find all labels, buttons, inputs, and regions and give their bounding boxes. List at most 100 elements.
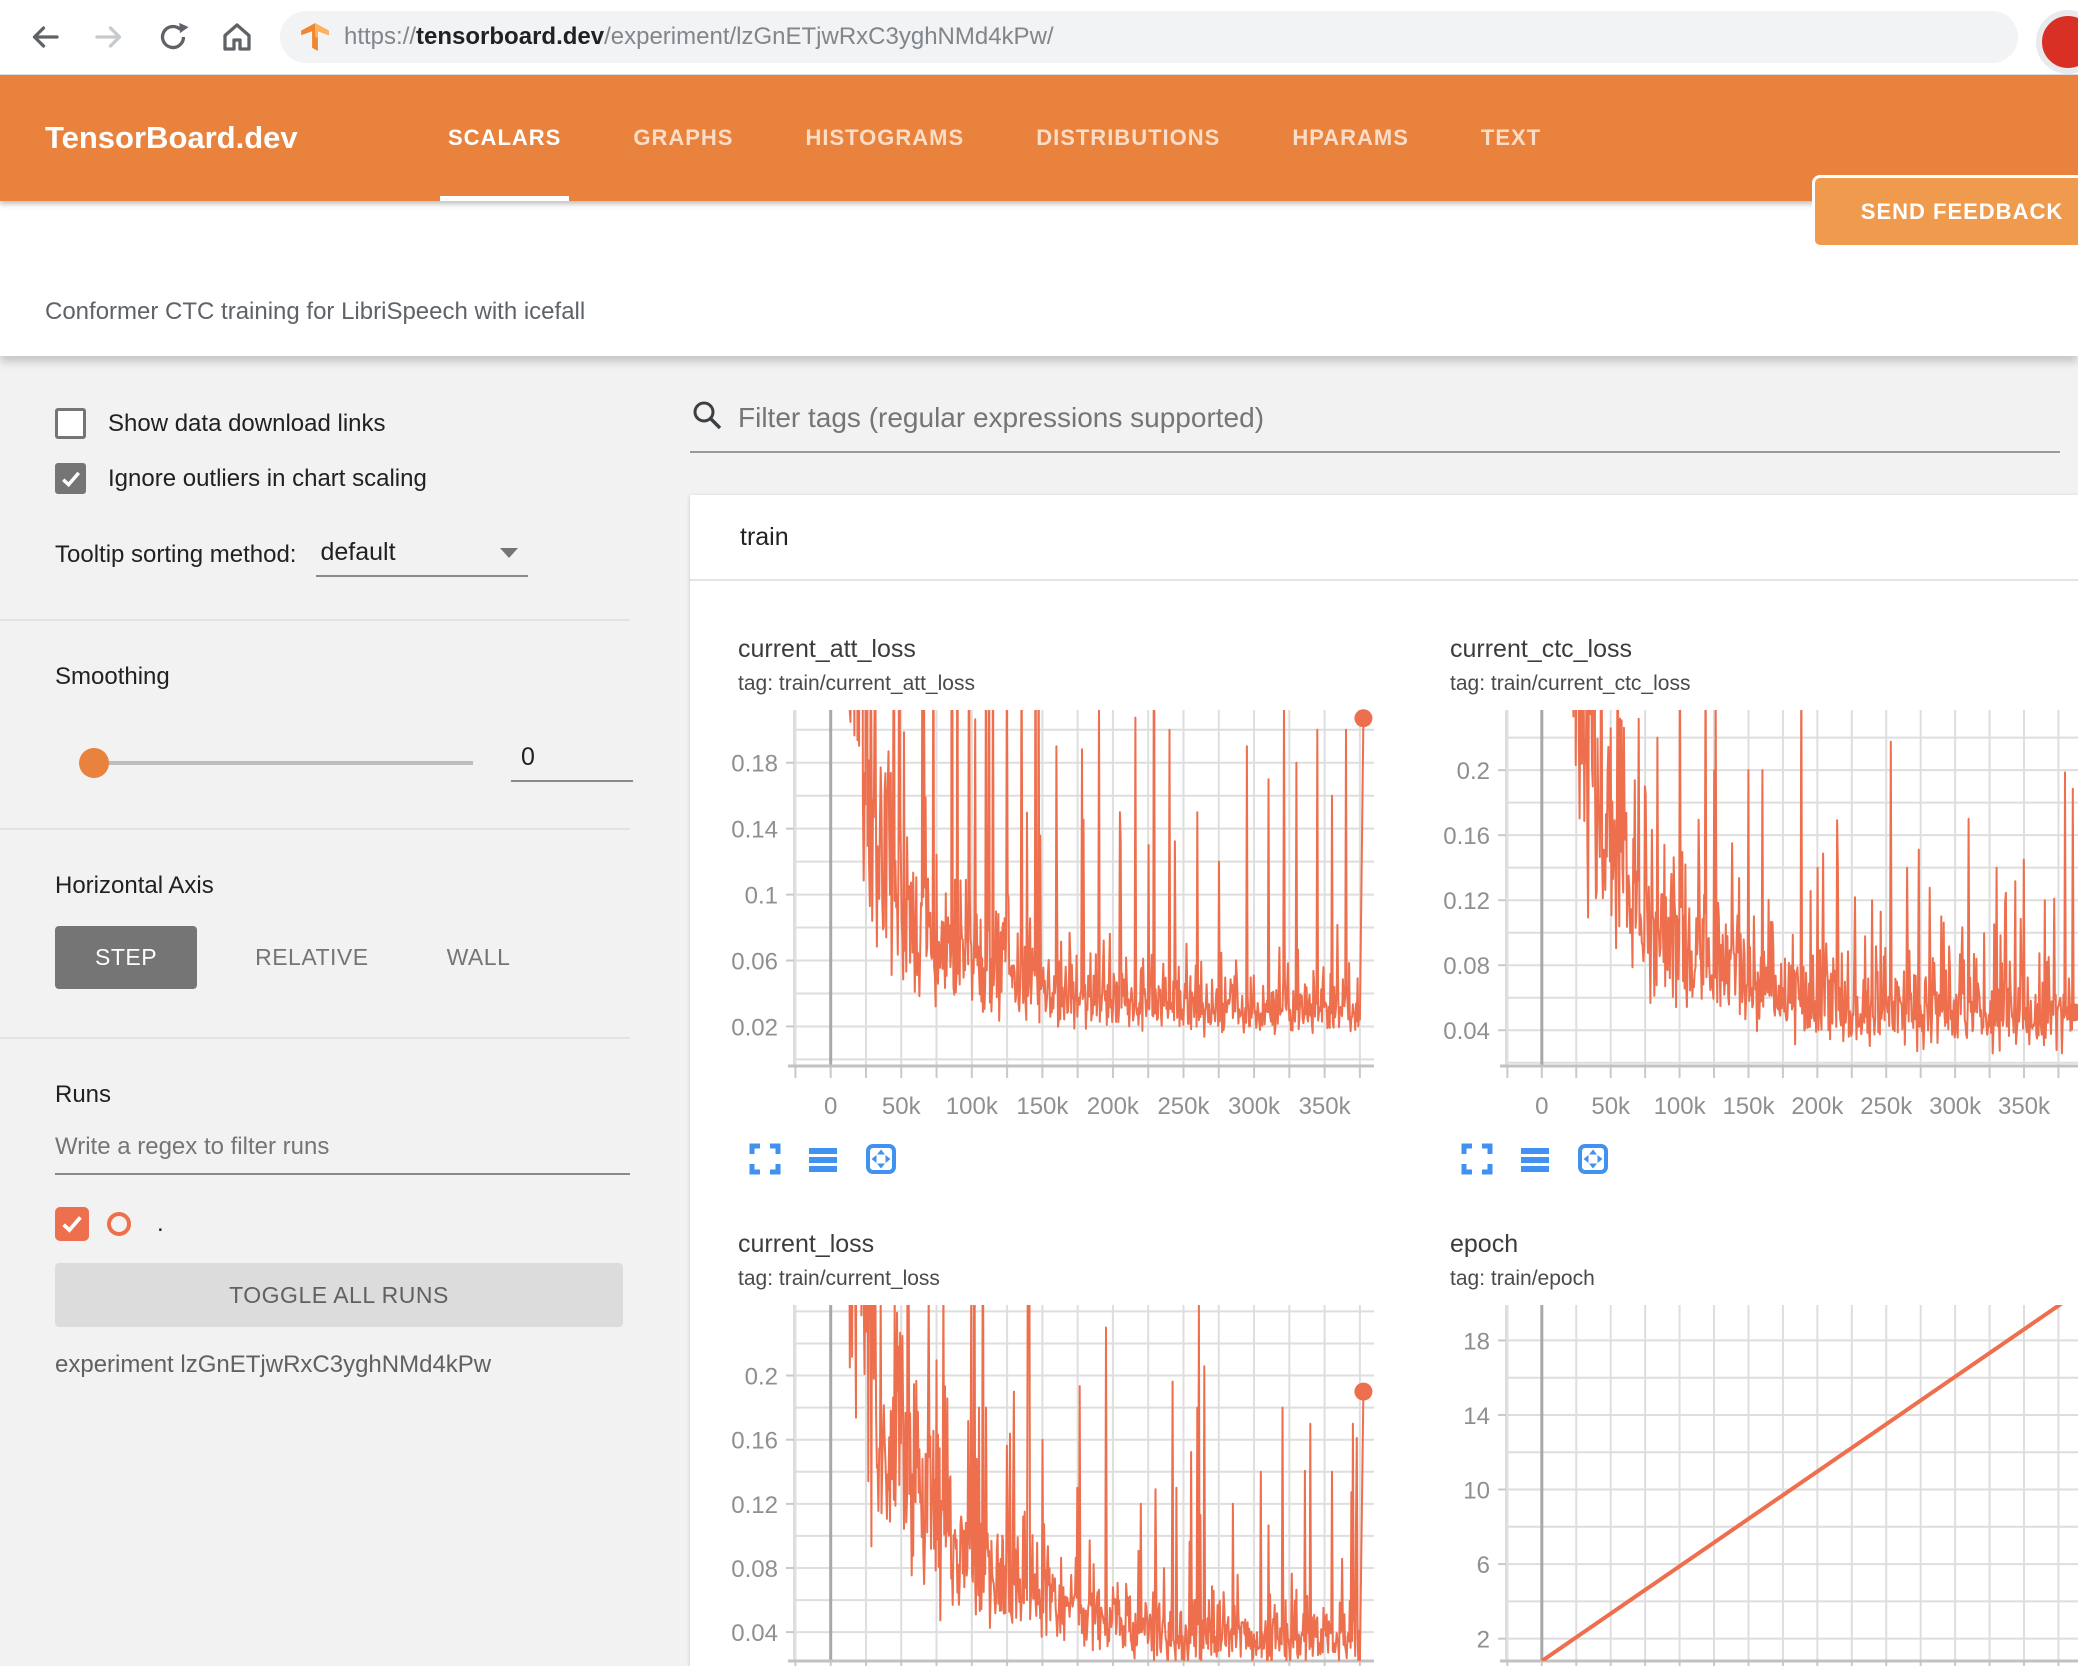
nav-tabs: SCALARS GRAPHS HISTOGRAMS DISTRIBUTIONS HPAR… [440,75,1549,201]
ignore-outliers-label: Ignore outliers in chart scaling [108,464,427,492]
log-scale-icon[interactable] [806,1142,840,1186]
show-download-links-checkbox[interactable] [55,408,86,439]
tab-text[interactable]: TEXT [1480,125,1542,150]
svg-text:0.18: 0.18 [731,751,778,778]
svg-text:10: 10 [1463,1478,1490,1505]
svg-text:0.06: 0.06 [731,949,778,976]
run-checkbox[interactable] [55,1207,89,1241]
chart-title: current_att_loss [738,635,916,663]
chart-tag: tag: train/current_ctc_loss [1450,672,1691,695]
svg-text:250k: 250k [1860,1093,1913,1120]
filter-tags-input[interactable]: Filter tags (regular expressions support… [690,398,2060,453]
svg-text:0.04: 0.04 [1443,1018,1490,1045]
show-download-links-row[interactable]: Show data download links [55,408,650,439]
svg-text:300k: 300k [1929,1093,1982,1120]
chart-tag: tag: train/epoch [1450,1267,1595,1290]
svg-text:0.08: 0.08 [1443,953,1490,980]
experiment-title: Conformer CTC training for LibriSpeech w… [45,298,586,325]
svg-text:2: 2 [1477,1627,1490,1654]
chart-tag: tag: train/current_loss [738,1267,940,1290]
fit-domain-icon[interactable] [1576,1142,1610,1186]
expand-icon[interactable] [748,1142,782,1186]
tab-scalars[interactable]: SCALARS [440,75,570,201]
ignore-outliers-checkbox[interactable] [55,463,86,494]
tab-distributions[interactable]: DISTRIBUTIONS [1036,125,1221,150]
svg-text:100k: 100k [1654,1093,1707,1120]
svg-text:6: 6 [1477,1552,1490,1579]
search-icon [690,398,724,437]
svg-text:350k: 350k [1998,1093,2051,1120]
divider [0,619,630,621]
home-icon[interactable] [218,18,256,56]
chevron-down-icon [500,548,519,558]
chart-plot-current_att_loss[interactable]: 0.02 0.06 0.1 0.14 0.18 0 50k 100k 150k 200k 250k 3… [690,704,1390,1128]
chart-plot-current_loss[interactable]: 0.040.080.120.160.2050k100k150k200k250k3… [690,1299,1390,1666]
run-name: . [157,1210,164,1237]
svg-text:0: 0 [824,1093,837,1120]
svg-text:0.12: 0.12 [1443,888,1490,915]
svg-text:0.12: 0.12 [731,1492,778,1519]
axis-relative-button[interactable]: RELATIVE [255,944,369,970]
svg-text:0.2: 0.2 [1457,758,1490,785]
axis-wall-button[interactable]: WALL [446,944,511,970]
runs-filter-input[interactable]: Write a regex to filter runs [55,1133,630,1175]
chart-plot-current_ctc_loss[interactable]: 0.04 0.08 0.12 0.16 0.2 0 50k 100k 150k 200k 250k 3… [1402,704,2078,1128]
send-feedback-button[interactable]: SEND FEEDBACK [1812,175,2078,248]
url-scheme: https:// [344,23,417,50]
expand-icon[interactable] [1460,1142,1494,1186]
svg-text:250k: 250k [1157,1093,1210,1120]
svg-text:350k: 350k [1299,1093,1352,1120]
svg-text:0.14: 0.14 [731,817,778,844]
log-scale-icon[interactable] [1518,1142,1552,1186]
runs-label: Runs [55,1081,112,1108]
charts-grid: current_att_loss tag: train/current_att_l… [690,581,2078,1666]
browser-bar: https://tensorboard.dev/experiment/lzGnE… [0,0,2078,75]
chart-toolbar [1402,1128,2078,1186]
svg-text:14: 14 [1463,1403,1490,1430]
chart-tag: tag: train/current_att_loss [738,672,975,695]
run-color-swatch [107,1212,131,1236]
main-panel: Filter tags (regular expressions support… [650,356,2078,1666]
svg-text:0.02: 0.02 [731,1014,778,1041]
train-section-card: train current_att_loss tag: train/current… [690,495,2078,1666]
svg-text:0: 0 [1535,1093,1548,1120]
chart-card-current_att_loss: current_att_loss tag: train/current_att_l… [690,635,1402,1186]
profile-avatar[interactable] [2036,10,2078,74]
forward-icon[interactable] [90,18,128,56]
chart-title: epoch [1450,1230,1519,1258]
run-row[interactable]: . [55,1207,650,1241]
svg-text:100k: 100k [946,1093,999,1120]
tab-graphs[interactable]: GRAPHS [633,125,734,150]
address-bar[interactable]: https://tensorboard.dev/experiment/lzGnE… [280,11,2018,63]
tooltip-sorting-select[interactable]: default [316,538,529,577]
app-logo: TensorBoard.dev [45,120,298,155]
axis-step-button[interactable]: STEP [55,926,198,989]
smoothing-slider-thumb[interactable] [79,747,109,778]
ignore-outliers-row[interactable]: Ignore outliers in chart scaling [55,463,650,494]
svg-text:50k: 50k [882,1093,922,1120]
divider [0,1037,630,1039]
smoothing-slider[interactable] [79,747,473,778]
horizontal-axis-label: Horizontal Axis [55,872,214,899]
experiment-id-label: experiment lzGnETjwRxC3yghNMd4kPw [55,1351,492,1378]
tab-hparams[interactable]: HPARAMS [1292,125,1409,150]
reload-icon[interactable] [154,18,192,56]
url-path: /experiment/lzGnETjwRxC3yghNMd4kPw/ [604,23,1054,50]
smoothing-value-input[interactable]: 0 [511,743,633,782]
svg-text:200k: 200k [1791,1093,1844,1120]
show-download-links-label: Show data download links [108,409,386,437]
chart-plot-epoch[interactable]: 26101418050k100k150k200k250k300k350k [1402,1299,2078,1666]
fit-domain-icon[interactable] [864,1142,898,1186]
back-icon[interactable] [26,18,64,56]
section-train-header[interactable]: train [690,495,2078,581]
svg-text:0.2: 0.2 [745,1364,778,1391]
svg-text:200k: 200k [1087,1093,1140,1120]
toggle-all-runs-button[interactable]: TOGGLE ALL RUNS [55,1263,623,1327]
tooltip-sorting-label: Tooltip sorting method: [55,541,297,568]
url-host: tensorboard.dev [416,23,605,50]
tooltip-sorting-value: default [320,538,396,566]
horizontal-axis-buttons: STEP RELATIVE WALL [55,926,650,989]
tab-histograms[interactable]: HISTOGRAMS [805,125,965,150]
svg-text:50k: 50k [1591,1093,1631,1120]
